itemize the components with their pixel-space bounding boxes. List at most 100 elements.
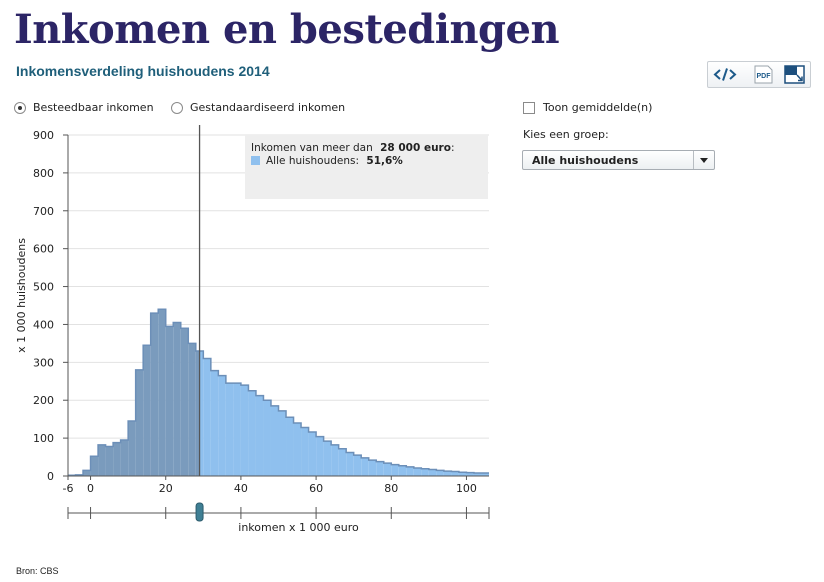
y-tick-label: 500 (33, 281, 54, 294)
tooltip-prefix: Inkomen van meer dan (251, 142, 373, 154)
x-tick-label: 100 (456, 482, 477, 495)
histogram-bar (331, 444, 339, 476)
histogram-outline (68, 308, 489, 476)
histogram-bar (210, 370, 219, 476)
histogram-bar (120, 440, 129, 476)
tooltip-line1: Inkomen van meer dan 28 000 euro: (251, 142, 455, 154)
x-tick-label: 80 (384, 482, 398, 495)
histogram-bar (195, 350, 200, 476)
radio-gestandaardiseerd[interactable]: Gestandaardiseerd inkomen (171, 101, 345, 114)
pdf-download-button[interactable]: PDF (750, 65, 776, 84)
histogram-bar (240, 385, 249, 476)
x-slider: inkomen x 1 000 euro (67, 502, 490, 534)
x-tick-label: 40 (234, 482, 248, 495)
code-icon (713, 68, 737, 81)
slider-handle[interactable] (195, 502, 204, 522)
histogram-bar (143, 345, 151, 476)
page-subtitle: Inkomensverdeling huishoudens 2014 (16, 63, 270, 79)
histogram-bar (218, 375, 226, 476)
tooltip-threshold-value: 28 000 euro (380, 142, 451, 154)
histogram-bar (173, 322, 181, 476)
histogram-bar (466, 472, 474, 476)
histogram-bar (398, 465, 407, 476)
chart-tooltip: Inkomen van meer dan 28 000 euro: Alle h… (245, 135, 488, 199)
histogram-bar (368, 460, 377, 476)
radio-selected-icon[interactable] (14, 101, 26, 114)
histogram-bar (293, 422, 302, 476)
histogram-bar (428, 469, 437, 476)
tooltip-series-value: 51,6% (366, 155, 403, 167)
y-tick-label: 800 (33, 167, 54, 180)
histogram-bar (158, 309, 166, 476)
y-tick-label: 0 (47, 470, 54, 483)
page-title: Inkomen en bestedingen (14, 6, 560, 53)
y-tick-label: 300 (33, 356, 54, 369)
histogram-bar (338, 448, 347, 476)
histogram-bar (286, 417, 294, 476)
histogram-bar (458, 472, 467, 476)
toolbar: PDF (707, 61, 811, 88)
toon-gemiddelde-toggle[interactable]: Toon gemiddelde(n) (523, 101, 652, 114)
tooltip-colon: : (451, 142, 455, 154)
histogram-bar (255, 395, 264, 476)
histogram-bar (225, 383, 234, 476)
histogram-bar (188, 343, 196, 476)
y-tick-label: 200 (33, 394, 54, 407)
toon-gemiddelde-label: Toon gemiddelde(n) (543, 101, 653, 114)
x-tick-label: 20 (159, 482, 173, 495)
histogram-bar (128, 421, 136, 476)
group-select[interactable]: Alle huishoudens (522, 150, 715, 170)
dropdown-arrow-icon[interactable] (693, 151, 714, 169)
histogram-bar (135, 369, 144, 476)
histogram-bar (199, 350, 204, 476)
histogram-bar (473, 472, 482, 476)
x-tick-label: 0 (87, 482, 94, 495)
histogram-bar (361, 457, 369, 476)
x-axis-label: inkomen x 1 000 euro (238, 521, 359, 534)
histogram-bar (98, 444, 106, 476)
histogram-bar (316, 436, 324, 476)
toon-gemiddelde-checkbox[interactable] (523, 101, 535, 114)
histogram-bar (481, 472, 489, 476)
group-select-value: Alle huishoudens (532, 154, 639, 167)
histogram-bar (150, 313, 159, 476)
tooltip-background (245, 135, 488, 199)
y-tick-label: 100 (33, 432, 54, 445)
x-axis: -6 0 20 40 60 80 100 (63, 475, 489, 495)
histogram-bar (383, 463, 392, 476)
x-tick-label: -6 (63, 482, 74, 495)
histogram-bar (421, 468, 429, 476)
y-axis-ticks: 0 100 200 300 400 500 600 700 800 900 (33, 129, 68, 483)
histogram-bar (413, 468, 422, 476)
radio-label-besteedbaar: Besteedbaar inkomen (33, 101, 154, 114)
histogram-bar (263, 400, 271, 476)
histogram-bar (270, 405, 279, 476)
histogram-bar (353, 455, 362, 476)
histogram-bar (278, 410, 287, 476)
histogram-bar (436, 470, 444, 476)
embed-code-button[interactable] (712, 65, 738, 84)
histogram-bar (376, 461, 384, 476)
histogram-bar (113, 442, 121, 476)
expand-button[interactable] (782, 65, 808, 84)
histogram-bar (346, 452, 354, 476)
tooltip-series-label: Alle huishoudens: (266, 155, 359, 167)
histogram-bar (90, 456, 99, 476)
y-tick-label: 600 (33, 243, 54, 256)
tooltip-legend-swatch (251, 156, 260, 165)
pdf-label: PDF (757, 73, 772, 80)
pdf-file-icon: PDF (754, 65, 773, 84)
y-tick-label: 900 (33, 129, 54, 142)
radio-unselected-icon[interactable] (171, 101, 183, 114)
y-axis-label: x 1 000 huishoudens (15, 238, 28, 353)
x-tick-label: 60 (309, 482, 323, 495)
chart-bars (68, 308, 489, 476)
histogram-bar (301, 427, 309, 476)
source-note: Bron: CBS (16, 566, 59, 576)
radio-besteedbaar[interactable]: Besteedbaar inkomen (14, 101, 154, 114)
histogram-bar (105, 446, 114, 476)
histogram-bar (391, 464, 399, 476)
y-tick-label: 700 (33, 205, 54, 218)
y-tick-label: 400 (33, 318, 54, 331)
